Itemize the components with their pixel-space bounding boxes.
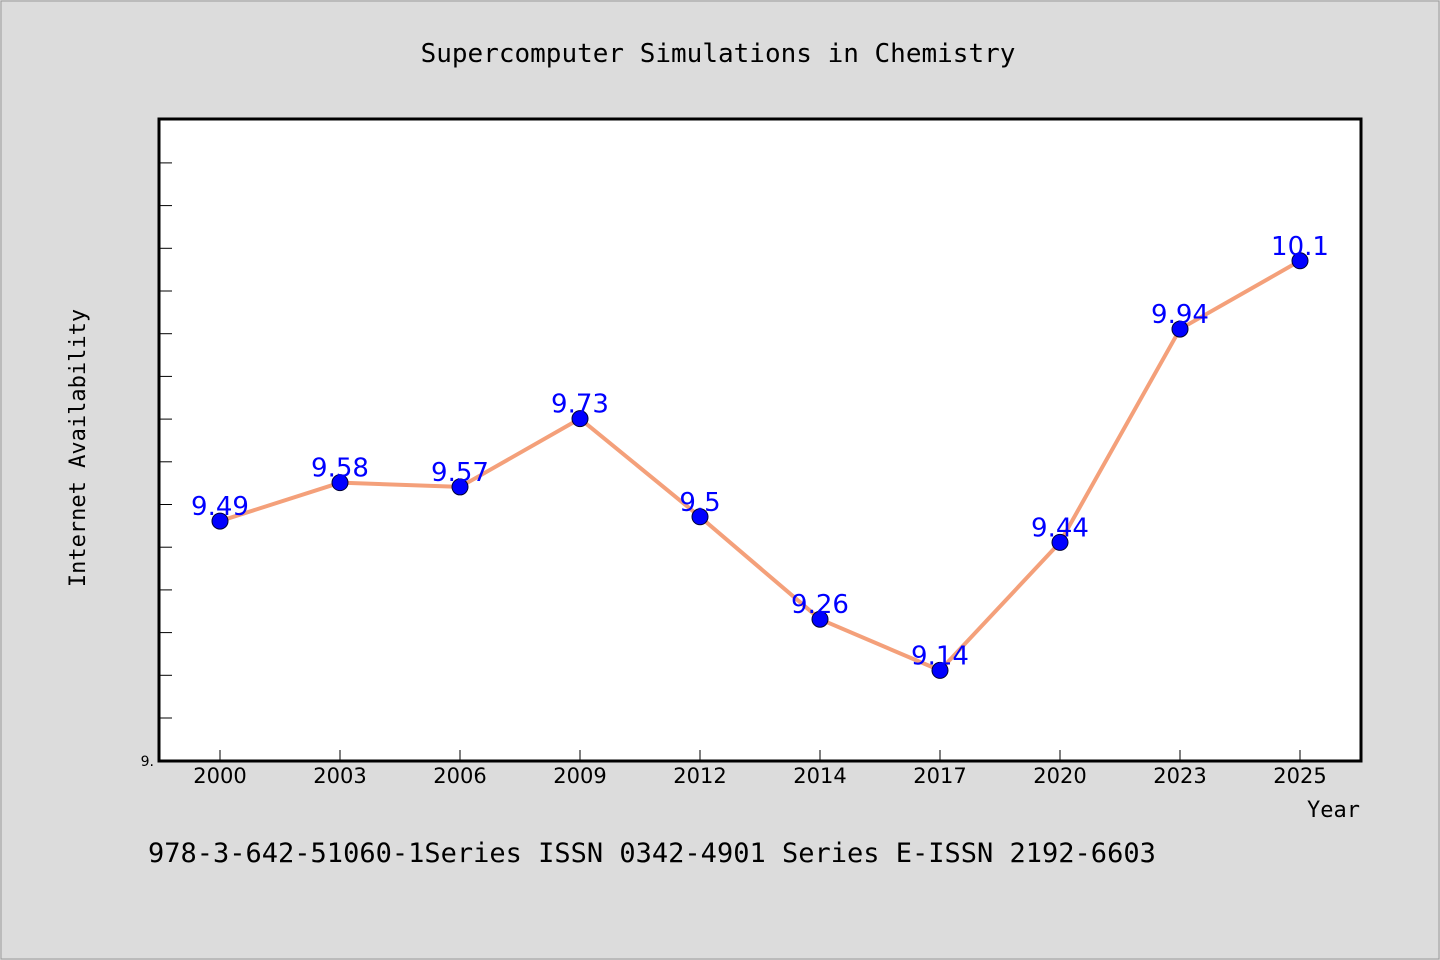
data-label: 9.49 — [191, 492, 249, 522]
x-tick-label: 2012 — [673, 764, 726, 788]
x-tick-label: 2017 — [913, 764, 966, 788]
x-axis-ticks: 2000 2003 2006 2009 2012 2014 2017 2020 2023 2025 — [193, 750, 1327, 788]
y-axis-label: Internet Availability — [66, 309, 91, 587]
data-point — [1171, 320, 1189, 338]
data-label: 9.14 — [911, 641, 969, 671]
y-tick-label: 9. — [141, 754, 154, 770]
y-axis-ticks — [160, 162, 172, 719]
data-label: 9.44 — [1031, 513, 1089, 543]
x-tick-label: 2020 — [1033, 764, 1086, 788]
footer-text: 978-3-642-51060-1Series ISSN 0342-4901 S… — [148, 838, 1156, 869]
data-label: 9.73 — [551, 390, 609, 420]
x-tick-label: 2006 — [433, 764, 486, 788]
x-tick-label: 2000 — [193, 764, 246, 788]
x-tick-label: 2003 — [313, 764, 366, 788]
data-point — [931, 661, 949, 679]
data-markers — [211, 252, 1309, 679]
data-point — [571, 410, 589, 428]
data-labels: 9.49 9.58 9.57 9.73 9.5 9.26 9.14 9.44 9.94 10.1 — [191, 232, 1329, 672]
data-point — [811, 610, 829, 628]
x-axis-label: Year — [1307, 798, 1360, 823]
x-tick-label: 2009 — [553, 764, 606, 788]
x-tick-label: 2014 — [793, 764, 846, 788]
data-label: 10.1 — [1271, 232, 1329, 262]
data-point — [1051, 533, 1069, 551]
data-label: 9.58 — [311, 454, 369, 484]
x-tick-label: 2025 — [1273, 764, 1326, 788]
data-point — [691, 508, 709, 526]
data-label: 9.57 — [431, 458, 489, 488]
series-line — [219, 259, 1301, 673]
data-label: 9.5 — [679, 488, 720, 518]
data-point — [331, 474, 349, 492]
data-point — [211, 512, 229, 530]
plot-area — [157, 117, 1363, 763]
data-point — [1291, 252, 1309, 270]
data-label: 9.26 — [791, 590, 849, 620]
x-tick-label: 2023 — [1153, 764, 1206, 788]
data-label: 9.94 — [1151, 300, 1209, 330]
chart-title: Supercomputer Simulations in Chemistry — [421, 39, 1016, 69]
data-point — [451, 478, 469, 496]
